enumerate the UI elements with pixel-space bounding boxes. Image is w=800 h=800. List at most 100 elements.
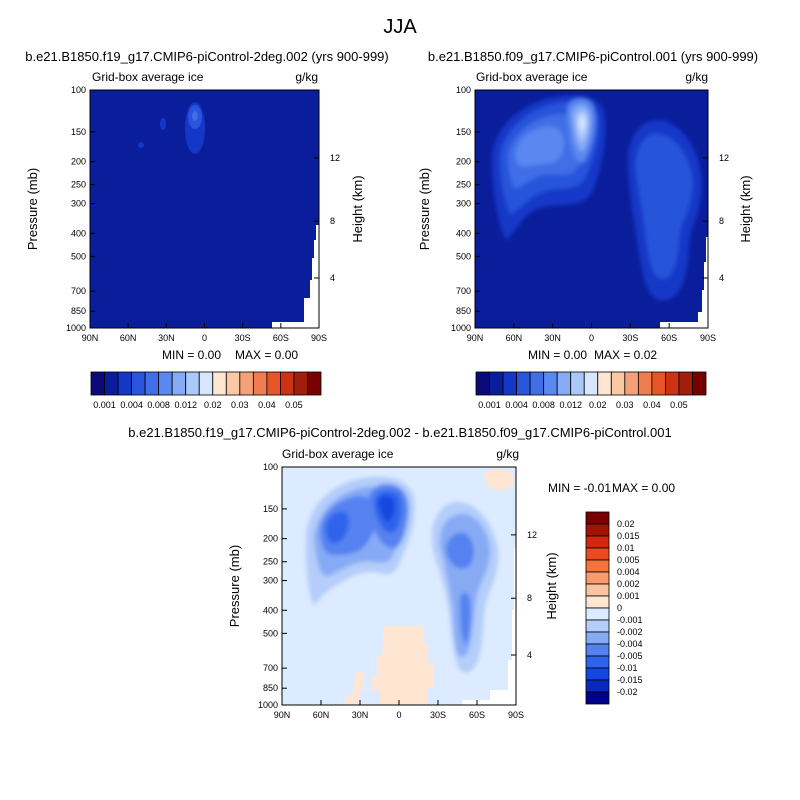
x-tick-label: 60N bbox=[506, 333, 523, 343]
colorbar-box bbox=[585, 667, 610, 681]
y-tick-label: 850 bbox=[71, 306, 86, 316]
y-tick-label: 100 bbox=[456, 85, 471, 95]
min-label: MIN = 0.00 bbox=[162, 348, 221, 362]
colorbar: 0.001 0.004 0.008 0.012 0.02 0.03 0.04 0.05 bbox=[90, 371, 322, 410]
y-tick-label: 500 bbox=[456, 251, 471, 261]
y-tick-label: 150 bbox=[456, 127, 471, 137]
colorbar-label: 0.05 bbox=[670, 400, 688, 410]
colorbar-label: 0.015 bbox=[617, 531, 640, 541]
colorbar: 0.02 0.015 0.01 0.005 0.004 0.002 0.001 0 -0.001… bbox=[585, 511, 643, 705]
y-tick-label: 250 bbox=[456, 180, 471, 190]
colorbar-box bbox=[529, 371, 545, 396]
panel-title: b.e21.B1850.f19_g17.CMIP6-piControl-2deg… bbox=[128, 425, 671, 440]
colorbar-box bbox=[651, 371, 666, 396]
y-tick-label: 500 bbox=[263, 628, 278, 638]
x-tick-label: 30S bbox=[430, 710, 446, 720]
y-tick-label: 150 bbox=[71, 127, 86, 137]
y-axis-label: Pressure (mb) bbox=[417, 168, 432, 250]
colorbar-box bbox=[280, 371, 295, 396]
colorbar-label: 0.02 bbox=[589, 400, 607, 410]
y2-tick-label: 4 bbox=[527, 650, 532, 660]
x-tick-label: 30N bbox=[352, 710, 369, 720]
x-tick-label: 0 bbox=[589, 333, 594, 343]
panel-title: b.e21.B1850.f19_g17.CMIP6-piControl-2deg… bbox=[25, 49, 389, 64]
colorbar-box bbox=[516, 371, 531, 396]
colorbar-label: 0.001 bbox=[617, 591, 640, 601]
x-tick-label: 60S bbox=[661, 333, 677, 343]
colorbar-box bbox=[585, 511, 610, 525]
y-tick-label: 100 bbox=[71, 85, 86, 95]
colorbar-box bbox=[624, 371, 639, 396]
x-tick-label: 90N bbox=[274, 710, 291, 720]
panel-left-label: Grid-box average ice bbox=[476, 70, 588, 84]
colorbar-box bbox=[212, 371, 227, 396]
colorbar-label: 0.04 bbox=[258, 400, 276, 410]
colorbar-box bbox=[131, 371, 146, 396]
colorbar-label: 0 bbox=[617, 603, 622, 613]
colorbar-box bbox=[585, 547, 610, 561]
colorbar-box bbox=[585, 583, 610, 597]
colorbar-box bbox=[597, 371, 612, 396]
x-tick-label: 60S bbox=[273, 333, 289, 343]
colorbar-box bbox=[239, 371, 254, 396]
colorbar-label: 0.012 bbox=[559, 400, 582, 410]
y-axis-label: Pressure (mb) bbox=[25, 168, 40, 250]
y2-tick-label: 12 bbox=[719, 153, 729, 163]
colorbar: 0.001 0.004 0.008 0.012 0.02 0.03 0.04 0.05 bbox=[475, 371, 707, 410]
colorbar-label: 0.004 bbox=[505, 400, 528, 410]
min-label: MIN = 0.00 bbox=[528, 348, 587, 362]
y-tick-label: 300 bbox=[263, 576, 278, 586]
panel-units: g/kg bbox=[685, 70, 708, 84]
y-tick-label: 700 bbox=[71, 286, 86, 296]
y-tick-label: 300 bbox=[456, 199, 471, 209]
colorbar-box bbox=[293, 371, 308, 396]
x-tick-label: 90S bbox=[508, 710, 524, 720]
colorbar-box bbox=[585, 631, 610, 645]
colorbar-box bbox=[185, 371, 200, 396]
y-tick-label: 850 bbox=[456, 306, 471, 316]
x-tick-label: 30N bbox=[544, 333, 561, 343]
y2-axis-label: Height (km) bbox=[350, 175, 365, 242]
max-label: MAX = 0.02 bbox=[594, 348, 657, 362]
colorbar-box bbox=[556, 371, 572, 396]
colorbar-box bbox=[585, 523, 610, 537]
panel-title: b.e21.B1850.f09_g17.CMIP6-piControl.001 … bbox=[428, 49, 758, 64]
colorbar-box bbox=[502, 371, 517, 396]
colorbar-box bbox=[585, 619, 610, 633]
y-tick-label: 200 bbox=[456, 157, 471, 167]
colorbar-label: 0.001 bbox=[93, 400, 116, 410]
y2-axis-label: Height (km) bbox=[738, 175, 753, 242]
y-tick-label: 1000 bbox=[258, 700, 278, 710]
y-axis-label: Pressure (mb) bbox=[227, 545, 242, 627]
x-tick-label: 30S bbox=[235, 333, 251, 343]
y-tick-label: 1000 bbox=[66, 323, 86, 333]
y-tick-label: 850 bbox=[263, 683, 278, 693]
colorbar-box bbox=[585, 559, 610, 573]
y2-axis-label: Height (km) bbox=[544, 552, 559, 619]
x-tick-label: 60N bbox=[120, 333, 137, 343]
y-tick-label: 400 bbox=[456, 228, 471, 238]
colorbar-box bbox=[225, 371, 241, 396]
y2-tick-label: 8 bbox=[719, 216, 724, 226]
colorbar-box bbox=[585, 607, 610, 621]
colorbar-box bbox=[637, 371, 653, 396]
colorbar-box bbox=[665, 371, 680, 396]
colorbar-label: 0.04 bbox=[643, 400, 661, 410]
colorbar-label: 0.004 bbox=[120, 400, 143, 410]
panel-1: b.e21.B1850.f19_g17.CMIP6-piControl-2deg… bbox=[25, 49, 389, 410]
colorbar-box bbox=[307, 371, 322, 396]
colorbar-box bbox=[585, 655, 610, 669]
colorbar-box bbox=[585, 643, 610, 657]
y2-tick-label: 4 bbox=[330, 273, 335, 283]
colorbar-label: 0.008 bbox=[532, 400, 555, 410]
max-label: MAX = 0.00 bbox=[612, 481, 675, 495]
x-tick-label: 0 bbox=[202, 333, 207, 343]
panel-2: b.e21.B1850.f09_g17.CMIP6-piControl.001 … bbox=[417, 49, 758, 410]
panel-units: g/kg bbox=[295, 70, 318, 84]
colorbar-label: 0.01 bbox=[617, 543, 635, 553]
colorbar-box bbox=[610, 371, 626, 396]
panel-3: b.e21.B1850.f19_g17.CMIP6-piControl-2deg… bbox=[128, 425, 675, 720]
colorbar-label: 0.03 bbox=[616, 400, 634, 410]
colorbar-box bbox=[475, 371, 490, 396]
